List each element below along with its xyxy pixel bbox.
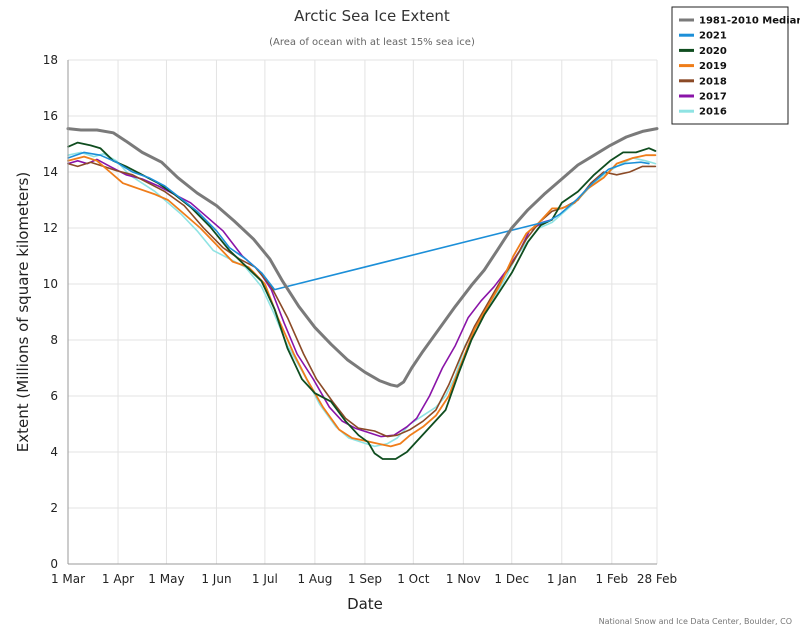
y-tick-label: 4 <box>50 445 58 459</box>
x-axis-title: Date <box>347 595 383 613</box>
y-tick-label: 2 <box>50 501 58 515</box>
legend-label: 2017 <box>699 92 727 103</box>
x-tick-label: 1 Dec <box>494 572 529 586</box>
series-layer <box>66 127 659 460</box>
x-tick-label: 1 Jan <box>547 572 577 586</box>
legend-item-2018[interactable]: 2018 <box>679 76 727 87</box>
credits: National Snow and Ice Data Center, Bould… <box>599 617 792 626</box>
series-line-1981-2010-median <box>66 127 659 388</box>
y-tick-label: 6 <box>50 389 58 403</box>
x-tick-label: 1 Oct <box>397 572 429 586</box>
legend-label: 2021 <box>699 31 727 42</box>
x-tick-label: 1 Apr <box>102 572 134 586</box>
x-tick-label: 1 Mar <box>51 572 85 586</box>
y-tick-label: 16 <box>43 109 58 123</box>
x-tick-label: 1 Aug <box>297 572 332 586</box>
x-tick-label: 1 Feb <box>595 572 628 586</box>
y-tick-label: 0 <box>50 557 58 571</box>
legend: 1981-2010 Median 2021 2020 2019 2018 2017 2016 <box>671 6 800 125</box>
legend-item-2019[interactable]: 2019 <box>679 61 727 72</box>
y-axis-title: Extent (Millions of square kilometers) <box>14 172 32 452</box>
legend-label: 2020 <box>699 46 727 57</box>
x-tick-label: 28 Feb <box>637 572 677 586</box>
x-tick-label: 1 Nov <box>446 572 481 586</box>
y-tick-label: 10 <box>43 277 58 291</box>
legend-item-2017[interactable]: 2017 <box>679 92 727 103</box>
legend-label: 2019 <box>699 61 727 72</box>
legend-item-1981-2010-median[interactable]: 1981-2010 Median <box>679 16 800 27</box>
y-tick-label: 8 <box>50 333 58 347</box>
y-tick-label: 18 <box>43 53 58 67</box>
series-line-2020 <box>67 141 657 460</box>
chart-subtitle: (Area of ocean with at least 15% sea ice… <box>269 37 475 48</box>
chart-title: Arctic Sea Ice Extent <box>294 7 450 25</box>
x-tick-label: 1 Sep <box>348 572 382 586</box>
y-tick-label: 12 <box>43 221 58 235</box>
legend-label: 2016 <box>699 107 727 118</box>
legend-label: 2018 <box>699 76 727 87</box>
x-tick-label: 1 Jul <box>252 572 278 586</box>
axes: 0 2 4 6 8 10 12 14 16 18 1 Mar 1 Apr 1 May 1 Jun 1 Jul… <box>43 53 677 586</box>
y-tick-label: 14 <box>43 165 58 179</box>
series-line-2021 <box>67 151 650 291</box>
legend-label: 1981-2010 Median <box>699 16 800 27</box>
plot-area <box>68 60 657 564</box>
series-line-2019 <box>67 154 657 448</box>
x-tick-label: 1 May <box>148 572 184 586</box>
x-tick-label: 1 Jun <box>201 572 231 586</box>
legend-item-2020[interactable]: 2020 <box>679 46 727 57</box>
legend-item-2016[interactable]: 2016 <box>679 107 727 118</box>
legend-item-2021[interactable]: 2021 <box>679 31 727 42</box>
